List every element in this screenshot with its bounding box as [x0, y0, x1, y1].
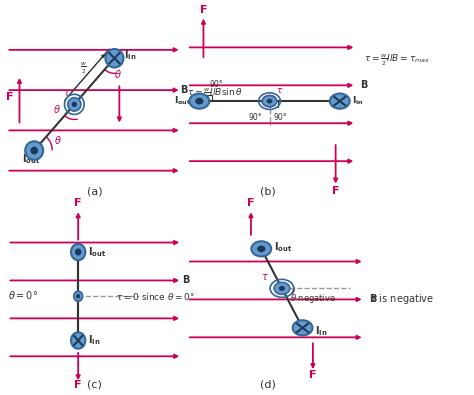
Circle shape — [330, 94, 350, 109]
Text: (b): (b) — [260, 186, 275, 196]
Text: F: F — [247, 198, 255, 208]
Text: $\mathbf{I_{out}}$: $\mathbf{I_{out}}$ — [22, 152, 40, 166]
Text: B: B — [360, 80, 368, 90]
Text: (c): (c) — [87, 380, 102, 390]
Circle shape — [267, 100, 272, 103]
Text: $\theta$ negative: $\theta$ negative — [290, 292, 336, 305]
Text: $\theta$: $\theta$ — [114, 68, 122, 80]
Circle shape — [31, 147, 37, 154]
Text: F: F — [309, 371, 317, 380]
Circle shape — [251, 241, 271, 256]
Text: 90°: 90° — [273, 113, 287, 122]
Text: $\mathbf{I_{out}}$: $\mathbf{I_{out}}$ — [273, 241, 292, 254]
Text: F: F — [6, 92, 14, 102]
Text: $\mathbf{I_{out}}$: $\mathbf{I_{out}}$ — [174, 95, 191, 107]
Circle shape — [76, 249, 81, 255]
Circle shape — [77, 295, 80, 298]
Text: $\mathbf{I_{in}}$: $\mathbf{I_{in}}$ — [124, 48, 137, 62]
Circle shape — [280, 286, 284, 290]
Text: $\theta$: $\theta$ — [53, 103, 61, 115]
Circle shape — [71, 332, 85, 349]
Text: F: F — [200, 5, 207, 15]
Text: $\mathbf{I_{in}}$: $\mathbf{I_{in}}$ — [88, 334, 100, 347]
Text: 90°: 90° — [249, 113, 263, 122]
Circle shape — [196, 98, 203, 104]
Circle shape — [258, 246, 265, 252]
Circle shape — [274, 282, 290, 294]
Text: $\mathbf{I_{in}}$: $\mathbf{I_{in}}$ — [315, 324, 328, 338]
Text: B: B — [369, 294, 376, 305]
Text: $\tau = \frac{w}{2}IlB\sin\theta$: $\tau = \frac{w}{2}IlB\sin\theta$ — [187, 87, 243, 102]
Text: $\frac{w}{2}$: $\frac{w}{2}$ — [81, 60, 87, 75]
Text: B: B — [182, 275, 190, 286]
Text: $\tau = 0$ since $\theta = 0°$: $\tau = 0$ since $\theta = 0°$ — [116, 291, 195, 302]
Text: $\tau$ is negative: $\tau$ is negative — [370, 292, 434, 307]
Text: $\tau = \frac{w}{2}IlB = \tau_{max}$: $\tau = \frac{w}{2}IlB = \tau_{max}$ — [365, 53, 431, 68]
Text: F: F — [74, 198, 82, 208]
Text: (d): (d) — [260, 380, 275, 390]
Text: $\theta = 0°$: $\theta = 0°$ — [8, 289, 37, 301]
Text: F: F — [74, 380, 82, 390]
Circle shape — [71, 244, 85, 260]
Circle shape — [25, 141, 43, 160]
Circle shape — [73, 102, 76, 106]
Circle shape — [68, 98, 81, 111]
Circle shape — [292, 320, 312, 335]
Text: 90°: 90° — [210, 80, 223, 89]
Text: B: B — [180, 85, 187, 95]
Text: $\tau$: $\tau$ — [63, 88, 71, 98]
Text: $\mathbf{I_{out}}$: $\mathbf{I_{out}}$ — [88, 245, 106, 259]
Circle shape — [190, 94, 209, 109]
Text: F: F — [332, 186, 339, 196]
Circle shape — [262, 96, 277, 107]
Text: (a): (a) — [87, 186, 102, 196]
Text: $\theta$: $\theta$ — [54, 134, 62, 146]
Circle shape — [74, 291, 82, 301]
Circle shape — [105, 49, 123, 68]
Text: $\tau$: $\tau$ — [261, 273, 269, 282]
Text: $\mathbf{I_{in}}$: $\mathbf{I_{in}}$ — [352, 95, 364, 107]
Text: $\tau$: $\tau$ — [276, 86, 283, 95]
